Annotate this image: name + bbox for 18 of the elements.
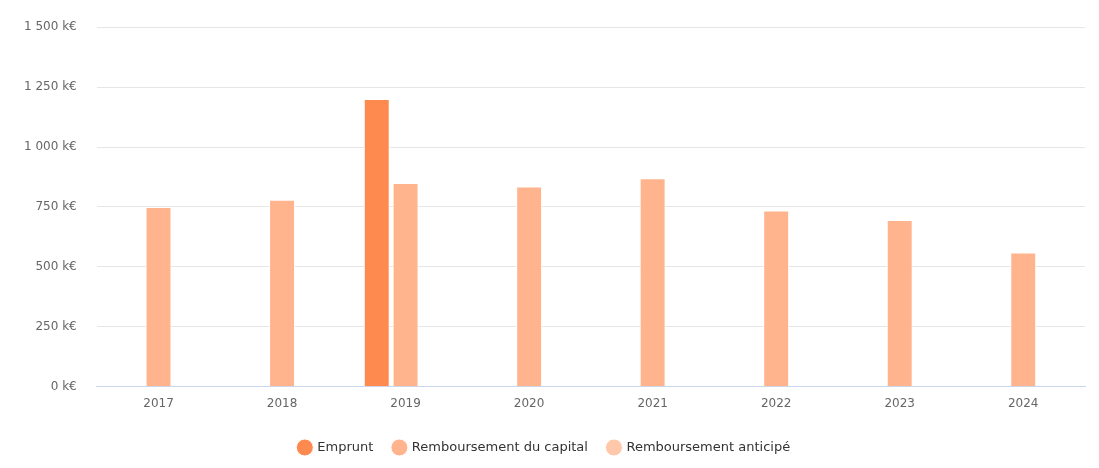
y-tick-label: 250 k€ xyxy=(35,318,77,333)
legend-label: Remboursement du capital xyxy=(411,438,588,454)
x-tick-label: 2018 xyxy=(266,395,298,410)
x-tick-label: 2023 xyxy=(884,395,915,410)
y-tick-label: 750 k€ xyxy=(35,199,77,214)
x-tick-label: 2019 xyxy=(390,395,421,410)
x-tick-label: 2022 xyxy=(760,395,792,410)
y-tick-label: 500 k€ xyxy=(35,258,77,273)
legend-label: Remboursement anticipé xyxy=(626,438,791,454)
x-tick-label: 2021 xyxy=(637,395,668,410)
x-tick-label: 2020 xyxy=(513,395,545,410)
y-tick-label: 1 500 k€ xyxy=(23,19,77,34)
x-tick-label: 2024 xyxy=(1007,395,1039,410)
x-tick-label: 2017 xyxy=(143,395,174,410)
legend-label: Emprunt xyxy=(317,438,374,454)
y-tick-label: 1 250 k€ xyxy=(23,79,77,94)
y-tick-label: 1 000 k€ xyxy=(23,139,77,154)
y-tick-label: 0 k€ xyxy=(50,378,77,393)
